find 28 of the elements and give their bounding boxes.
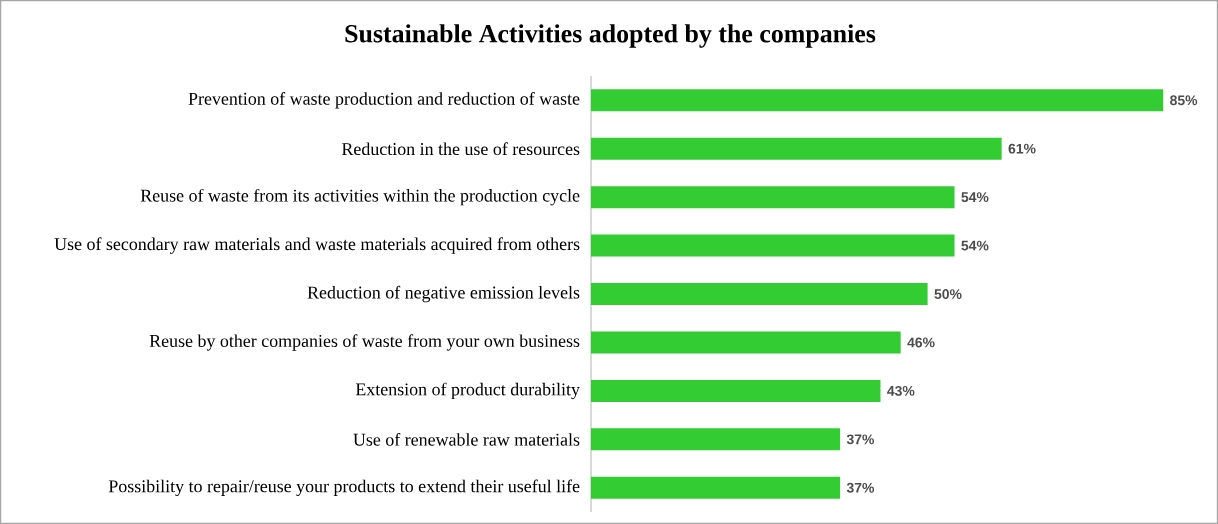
data-label: 37%	[846, 482, 875, 493]
y-tick-label: Reduction of negative emission levels	[307, 285, 580, 303]
data-label: 54%	[961, 192, 989, 203]
data-label: 46%	[907, 337, 935, 348]
data-label: 50%	[934, 289, 962, 299]
bar	[591, 331, 901, 354]
y-tick-label: Use of renewable raw materials	[353, 432, 580, 446]
data-label: 85%	[1170, 95, 1198, 106]
y-tick-label: Use of secondary raw materials and waste materials acquired from others	[54, 237, 580, 254]
data-label: 61%	[1008, 143, 1036, 154]
data-label: 43%	[887, 385, 915, 396]
bar	[591, 379, 881, 402]
bar	[591, 428, 841, 451]
data-label: 54%	[961, 240, 989, 251]
chart-title: Sustainable Activities adopted by the companies	[345, 24, 876, 48]
bar	[591, 234, 955, 257]
y-tick-label: Extension of product durability	[355, 382, 580, 400]
y-tick-label: Reuse of waste from its activities within the production cycle	[140, 188, 580, 206]
bar	[591, 137, 1002, 160]
bar	[591, 89, 1164, 112]
bar	[591, 283, 928, 306]
bar	[591, 186, 955, 209]
y-tick-label: Reuse by other companies of waste from your own business	[149, 334, 580, 351]
data-label: 37%	[846, 434, 875, 445]
y-tick-label: Possibility to repair/reuse your products to extend their useful life	[108, 479, 580, 497]
y-tick-label: Prevention of waste production and reduction of waste	[188, 92, 580, 109]
y-tick-label: Reduction in the use of resources	[341, 142, 580, 156]
bar	[591, 476, 841, 499]
